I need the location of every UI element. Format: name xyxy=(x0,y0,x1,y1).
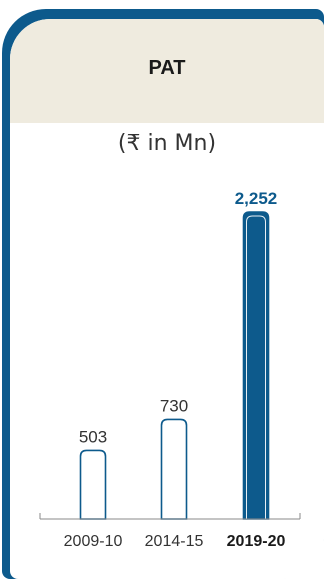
card-title: PAT xyxy=(148,57,186,79)
bar-2019-20 xyxy=(242,211,270,520)
bar-2014-15 xyxy=(160,418,188,520)
value-label-2014-15: 730 xyxy=(160,396,188,415)
pat-card: PAT (₹ in Mn) xyxy=(10,19,324,579)
category-label-2019-20: 2019-20 xyxy=(227,533,286,550)
unit-label: (₹ in Mn) xyxy=(117,131,217,156)
category-label-2014-15: 2014-15 xyxy=(145,533,204,550)
category-label-2009-10: 2009-10 xyxy=(64,533,123,550)
bar-inner-outline-2019-20 xyxy=(246,215,266,519)
bar-2009-10 xyxy=(79,449,107,520)
value-label-2019-20: 2,252 xyxy=(235,189,278,208)
value-label-2009-10: 503 xyxy=(79,427,107,446)
card-header: PAT xyxy=(10,19,324,123)
